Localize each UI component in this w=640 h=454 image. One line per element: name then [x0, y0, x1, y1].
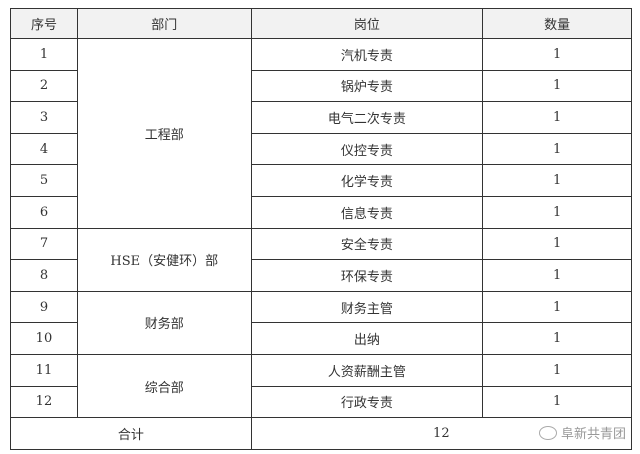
table-row: 2 锅炉专责 1: [10, 69, 632, 103]
row-number: 2: [10, 69, 78, 103]
header-count: 数量: [482, 8, 632, 39]
department-cell: 综合部: [76, 353, 252, 419]
row-number: 11: [10, 353, 78, 387]
table-row: 10 出纳 1: [10, 322, 632, 355]
position-cell: 仪控专责: [250, 132, 484, 166]
position-cell: 行政专责: [250, 385, 484, 419]
header-no: 序号: [10, 8, 78, 39]
row-number: 6: [10, 195, 78, 229]
table-row: 9 财务部 财务主管 1: [10, 290, 632, 355]
row-number: 10: [10, 322, 78, 355]
row-number: 8: [10, 259, 78, 292]
count-cell: 1: [482, 132, 632, 166]
table-row: 6 信息专责 1: [10, 195, 632, 229]
count-cell: 1: [482, 353, 632, 387]
count-cell: 1: [482, 385, 632, 419]
row-number: 1: [10, 38, 78, 71]
position-cell: 财务主管: [250, 290, 484, 324]
count-cell: 1: [482, 164, 632, 197]
position-cell: 人资薪酬主管: [250, 353, 484, 387]
count-cell: 1: [482, 290, 632, 324]
total-label: 合计: [10, 417, 252, 450]
table-row: 12 行政专责 1: [10, 385, 632, 419]
watermark: 阜新共青团: [538, 423, 626, 442]
row-number: 9: [10, 290, 78, 324]
table-row: 4 仪控专责 1: [10, 132, 632, 166]
position-cell: 化学专责: [250, 164, 484, 197]
table-row: 3 电气二次专责 1: [10, 101, 632, 134]
position-cell: 汽机专责: [250, 38, 484, 71]
count-cell: 1: [482, 101, 632, 134]
row-number: 3: [10, 101, 78, 134]
position-cell: 锅炉专责: [250, 69, 484, 103]
table-row: 8 环保专责 1: [10, 259, 632, 292]
position-cell: 电气二次专责: [250, 101, 484, 134]
table-row: 1 工程部 汽机专责 1: [10, 38, 632, 229]
count-cell: 1: [482, 69, 632, 103]
row-number: 5: [10, 164, 78, 197]
total-row: 合计 12: [10, 417, 633, 450]
header-row: 序号 部门 岗位 数量: [10, 8, 632, 39]
table-row: 11 综合部 人资薪酬主管 1: [10, 353, 632, 419]
count-cell: 1: [482, 322, 632, 355]
watermark-text: 阜新共青团: [560, 427, 626, 442]
header-position: 岗位: [250, 8, 484, 39]
table-row: 7 HSE（安健环）部 安全专责 1: [10, 227, 632, 292]
count-cell: 1: [482, 227, 632, 261]
count-cell: 1: [482, 259, 632, 292]
row-number: 7: [10, 227, 78, 261]
positions-table: 序号 部门 岗位 数量 1 工程部 汽机专责 1 2 锅炉专责 1 3 电气二次专责 1 4 仪控专责…: [10, 8, 633, 450]
wechat-icon: [538, 425, 557, 440]
department-cell: 财务部: [76, 290, 252, 355]
count-cell: 1: [482, 195, 632, 229]
count-cell: 1: [482, 38, 632, 71]
row-number: 4: [10, 132, 78, 166]
position-cell: 出纳: [250, 322, 484, 355]
position-cell: 安全专责: [250, 227, 484, 261]
department-cell: 工程部: [76, 38, 252, 229]
total-value: 12: [250, 417, 633, 450]
position-cell: 环保专责: [250, 259, 484, 292]
department-cell: HSE（安健环）部: [76, 227, 252, 292]
position-cell: 信息专责: [250, 195, 484, 229]
row-number: 12: [10, 385, 78, 419]
header-department: 部门: [76, 8, 252, 39]
